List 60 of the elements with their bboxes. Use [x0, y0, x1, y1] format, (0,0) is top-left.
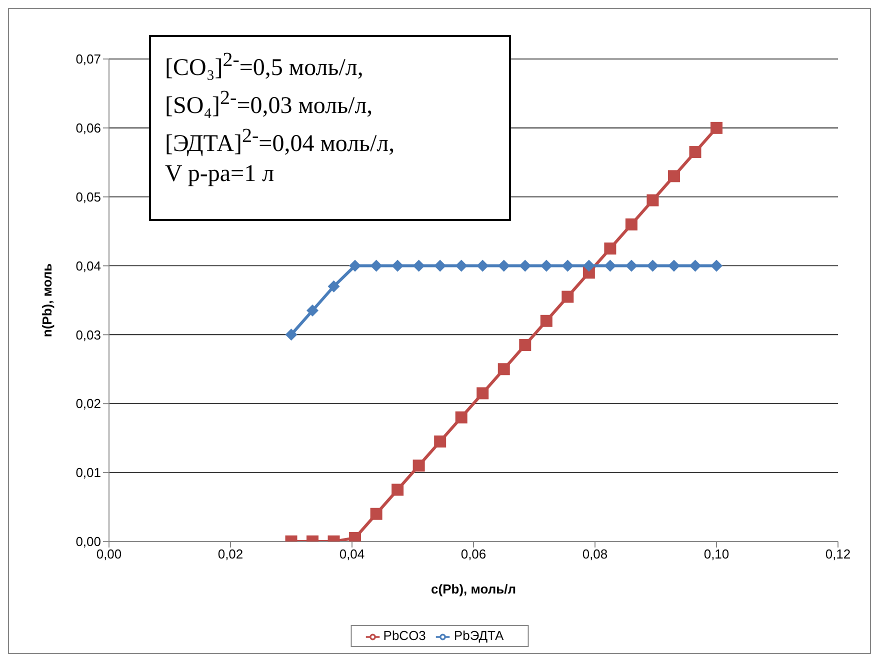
point	[285, 328, 298, 341]
point	[562, 260, 574, 272]
annotation: [SO₄]$^{2-}$=0,03 моль/л,	[165, 86, 374, 121]
point	[476, 387, 489, 400]
point	[455, 260, 468, 272]
point	[519, 339, 532, 352]
point	[328, 280, 340, 292]
point	[604, 242, 616, 255]
point	[582, 260, 595, 272]
point	[370, 260, 382, 272]
x-tick-label: 0,12	[825, 546, 851, 562]
annotation: V р-ра=1 л	[165, 160, 276, 189]
y-tick-label: 0,07	[76, 52, 101, 67]
point	[498, 363, 510, 376]
point	[689, 146, 702, 158]
x-axis-title: c(Pb), моль/л	[431, 581, 516, 596]
x-tick-label: 0,04	[339, 546, 365, 562]
point	[455, 411, 468, 424]
point	[412, 460, 425, 472]
point	[392, 484, 404, 496]
y-tick-label: 0,05	[76, 189, 101, 204]
point	[625, 218, 638, 230]
y-tick-label: 0,03	[76, 327, 101, 342]
x-tick-label: 0,06	[460, 546, 486, 562]
point	[646, 194, 659, 206]
point	[306, 304, 319, 317]
point	[498, 260, 510, 272]
x-tick-label: 0,02	[218, 546, 244, 562]
point	[604, 260, 616, 272]
point	[562, 290, 574, 303]
point	[349, 260, 362, 272]
x-tick-label: 0,08	[582, 546, 608, 562]
x-tick-label: 0,00	[96, 546, 122, 562]
y-tick-label: 0,06	[76, 120, 101, 136]
point	[540, 260, 552, 272]
y-tick-label: 0,01	[76, 465, 101, 480]
point	[668, 260, 680, 272]
y-axis-title: n(Pb), моль	[40, 263, 55, 338]
point	[710, 260, 722, 272]
y-tick-label: 0,00	[76, 534, 101, 550]
annotation: [ЭДТА]$^{2-}$=0,04 моль/л,	[165, 124, 396, 159]
y-tick-label: 0,04	[76, 258, 101, 274]
point	[392, 260, 404, 272]
point	[370, 508, 382, 520]
point	[476, 260, 489, 272]
legend-label: PbCO3	[383, 628, 426, 644]
point	[412, 260, 425, 272]
annotation: [CO₃]$^{2-}$=0,5 моль/л,	[165, 48, 364, 83]
point	[519, 260, 532, 272]
point	[646, 260, 659, 272]
legend-label: PbЭДТА	[454, 628, 504, 644]
point	[540, 314, 552, 327]
point	[434, 260, 446, 272]
y-tick-label: 0,02	[76, 396, 101, 412]
x-tick-label: 0,10	[704, 546, 730, 562]
point	[668, 170, 680, 182]
point	[710, 122, 722, 134]
point	[434, 436, 446, 448]
point	[689, 260, 702, 272]
point	[625, 260, 638, 272]
